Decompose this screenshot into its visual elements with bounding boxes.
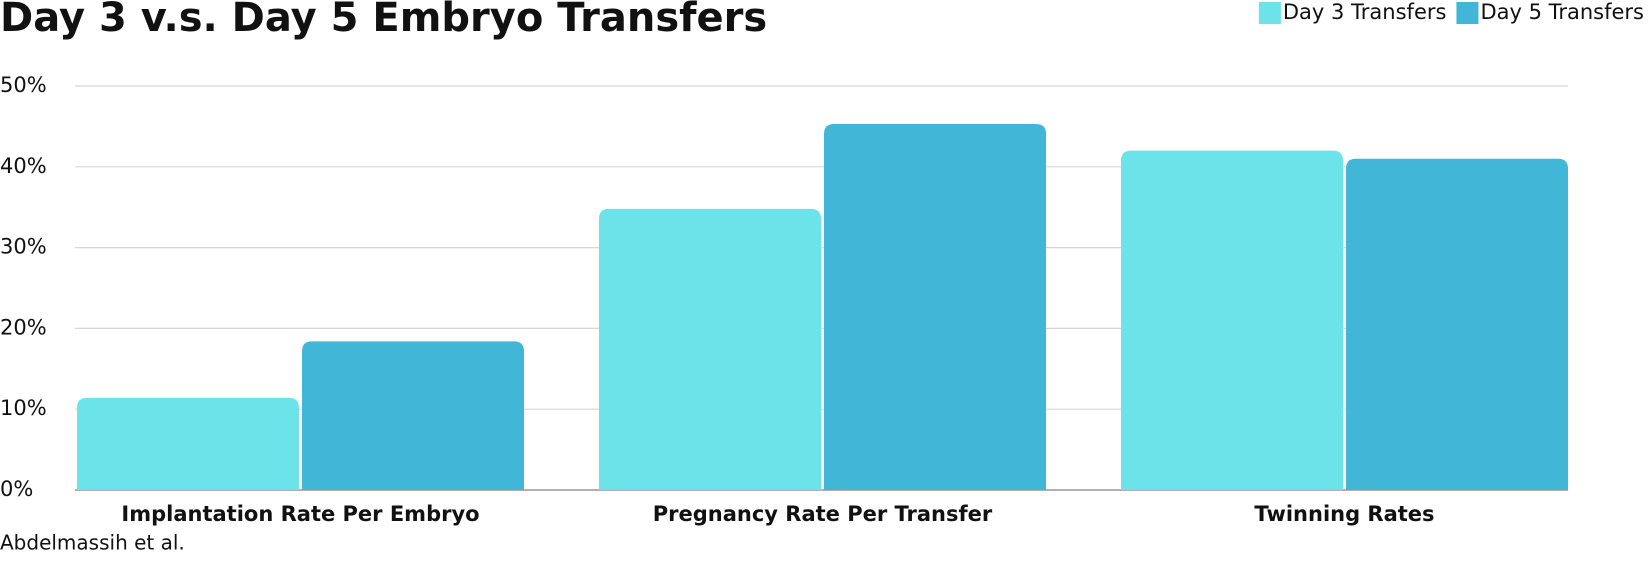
legend-swatch — [1258, 2, 1281, 24]
source: Abdelmassih et al. — [0, 531, 185, 555]
y-tick-label: 0% — [0, 477, 33, 501]
x-tick-label: Twinning Rates — [1254, 502, 1434, 526]
y-tick-label: 20% — [0, 315, 47, 339]
legend-label: Day 3 Transfers — [1283, 0, 1447, 24]
x-tick-label: Implantation Rate Per Embryo — [121, 502, 479, 526]
x-tick-label: Pregnancy Rate Per Transfer — [653, 502, 993, 526]
y-tick-label: 30% — [0, 235, 47, 259]
bar — [77, 397, 299, 490]
legend-swatch — [1456, 2, 1479, 24]
chart-title: Day 3 v.s. Day 5 Embryo Transfers — [0, 0, 767, 41]
y-tick-label: 10% — [0, 396, 47, 420]
bar — [599, 208, 821, 491]
y-tick-label: 50% — [0, 73, 47, 97]
y-tick-label: 40% — [0, 154, 47, 178]
legend-label: Day 5 Transfers — [1480, 0, 1644, 24]
bar — [824, 123, 1046, 490]
bar — [1346, 158, 1568, 490]
bar — [1121, 150, 1343, 490]
bar — [302, 341, 524, 490]
